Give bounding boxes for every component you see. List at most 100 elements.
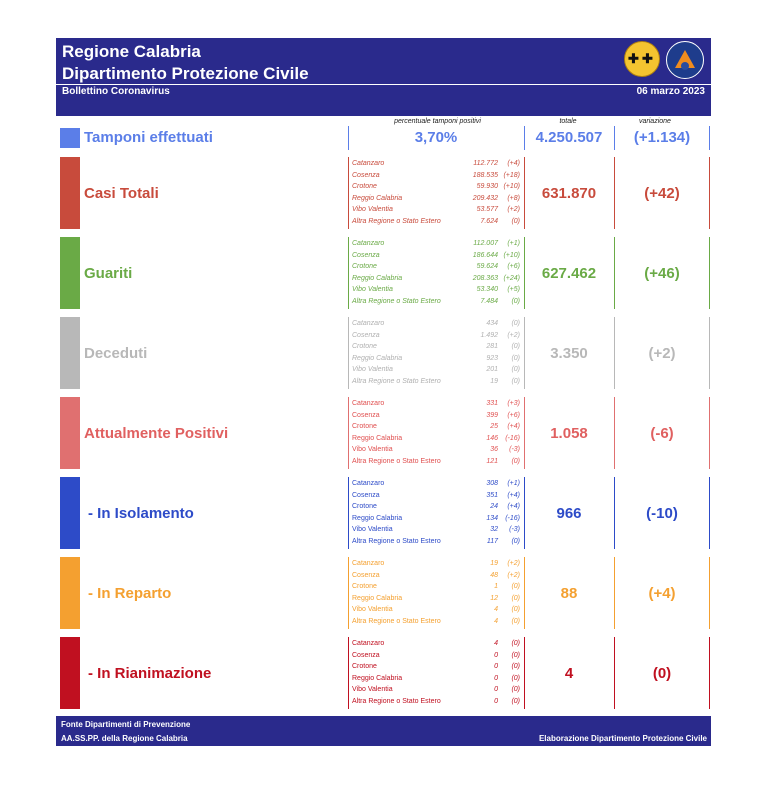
divider [348,397,349,469]
deceduti-total: 3.350 [550,345,588,362]
list-item: Reggio Calabria 209.432 (+8) [352,194,520,202]
bulletin-date: 06 marzo 2023 [636,86,705,97]
divider [524,237,525,309]
rianimazione-label: - In Rianimazione [88,665,212,682]
isolamento-variation: (-10) [646,505,678,522]
divider [524,397,525,469]
divider [709,477,710,549]
tamponi-color-bar [60,128,80,148]
list-item: Cosenza 188.535 (+18) [352,171,520,179]
list-item: Crotone 1 (0) [352,583,520,591]
list-item: Vibo Valentia 36 (-3) [352,446,520,454]
list-item: Crotone 25 (+4) [352,423,520,431]
divider [614,637,615,709]
divider [614,317,615,389]
reparto-total: 88 [560,585,578,602]
isolamento-province-list: Catanzaro 308 (+1) Cosenza 351 (+4) Crotone 2… [352,478,522,548]
row-guariti: Guariti Catanzaro 112.007 (+1) Cosenza 186.… [56,237,711,309]
list-item: Catanzaro 112.772 (+4) [352,160,520,167]
rianimazione-province-list: Catanzaro 4 (0) Cosenza 0 (0) Crotone 0 (0) Re… [352,638,522,708]
attuali-variation: (-6) [650,425,674,442]
list-item: Cosenza 1.492 (+2) [352,331,520,339]
list-item: Vibo Valentia 4 (0) [352,606,520,614]
guariti-province-list: Catanzaro 112.007 (+1) Cosenza 186.644 (+10)… [352,238,522,308]
row-rianimazione: - In Rianimazione Catanzaro 4 (0) Cosenza 0… [56,637,711,709]
region-emblem-icon: ✚ ✚ [624,41,660,77]
column-header-variation: variazione [639,118,671,125]
isolamento-color-bar [60,477,80,549]
guariti-color-bar [60,237,80,309]
tamponi-total: 4.250.507 [535,129,603,146]
divider [614,157,615,229]
list-item: Crotone 59.930 (+10) [352,183,520,191]
region-title: Regione Calabria [62,42,201,61]
list-item: Cosenza 399 (+6) [352,411,520,419]
reparto-province-list: Catanzaro 19 (+2) Cosenza 48 (+2) Crotone 1 (0… [352,558,522,628]
list-item: Catanzaro 112.007 (+1) [352,240,520,247]
list-item: Altra Regione o Stato Estero 117 (0) [352,537,520,545]
header-divider [56,84,711,85]
tamponi-label: Tamponi effettuati [84,129,213,146]
divider [348,557,349,629]
list-item: Reggio Calabria 134 (-16) [352,514,520,522]
list-item: Altra Regione o Stato Estero 7.624 (0) [352,217,520,225]
deceduti-province-list: Catanzaro 434 (0) Cosenza 1.492 (+2) Crotone… [352,318,522,388]
deceduti-label: Deceduti [84,345,148,362]
list-item: Vibo Valentia 53.340 (+5) [352,286,520,294]
footer-credit: Elaborazione Dipartimento Protezione Civ… [538,734,707,743]
list-item: Crotone 24 (+4) [352,503,520,511]
list-item: Cosenza 48 (+2) [352,571,520,579]
bulletin-label: Bollettino Coronavirus [62,86,170,97]
divider [524,557,525,629]
footer-banner: Fonte Dipartimenti di Prevenzione AA.SS.… [56,716,711,746]
list-item: Catanzaro 308 (+1) [352,480,520,487]
tamponi-variation: (+1.134) [633,129,691,146]
rianimazione-variation: (0) [652,665,672,682]
guariti-variation: (+46) [644,265,680,282]
guariti-total: 627.462 [541,265,597,282]
list-item: Reggio Calabria 0 (0) [352,674,520,682]
list-item: Altra Regione o Stato Estero 4 (0) [352,617,520,625]
divider [614,397,615,469]
divider [614,237,615,309]
list-item: Reggio Calabria 208.363 (+24) [352,274,520,282]
isolamento-total: 966 [556,505,582,522]
divider [709,637,710,709]
reparto-label: - In Reparto [88,585,172,602]
list-item: Catanzaro 19 (+2) [352,560,520,567]
divider [709,157,710,229]
divider [709,126,710,150]
list-item: Cosenza 0 (0) [352,651,520,659]
footer-source-line2: AA.SS.PP. della Regione Calabria [61,734,188,743]
list-item: Crotone 0 (0) [352,663,520,671]
list-item: Catanzaro 434 (0) [352,320,520,327]
department-title: Dipartimento Protezione Civile [62,64,309,83]
casi-total: 631.870 [541,185,597,202]
reparto-variation: (+4) [648,585,676,602]
divider [524,477,525,549]
row-tamponi: Tamponi effettuati 3,70% 4.250.507 (+1.1… [56,126,711,150]
divider [524,317,525,389]
list-item: Vibo Valentia 201 (0) [352,366,520,374]
deceduti-color-bar [60,317,80,389]
list-item: Reggio Calabria 923 (0) [352,354,520,362]
row-deceduti: Deceduti Catanzaro 434 (0) Cosenza 1.492 (+2… [56,317,711,389]
divider [348,157,349,229]
casi-color-bar [60,157,80,229]
divider [348,317,349,389]
divider [614,477,615,549]
list-item: Vibo Valentia 53.577 (+2) [352,206,520,214]
divider [614,557,615,629]
divider [709,237,710,309]
casi-variation: (+42) [644,185,680,202]
rianimazione-color-bar [60,637,80,709]
list-item: Vibo Valentia 32 (-3) [352,526,520,534]
column-header-total: totale [559,118,577,125]
isolamento-label: - In Isolamento [88,505,194,522]
column-header-percent: percentuale tamponi positivi [394,118,481,125]
row-casi-totali: Casi Totali Catanzaro 112.772 (+4) Cosenza… [56,157,711,229]
reparto-color-bar [60,557,80,629]
list-item: Altra Regione o Stato Estero 7.484 (0) [352,297,520,305]
casi-province-list: Catanzaro 112.772 (+4) Cosenza 188.535 (+18)… [352,158,522,228]
divider [524,157,525,229]
